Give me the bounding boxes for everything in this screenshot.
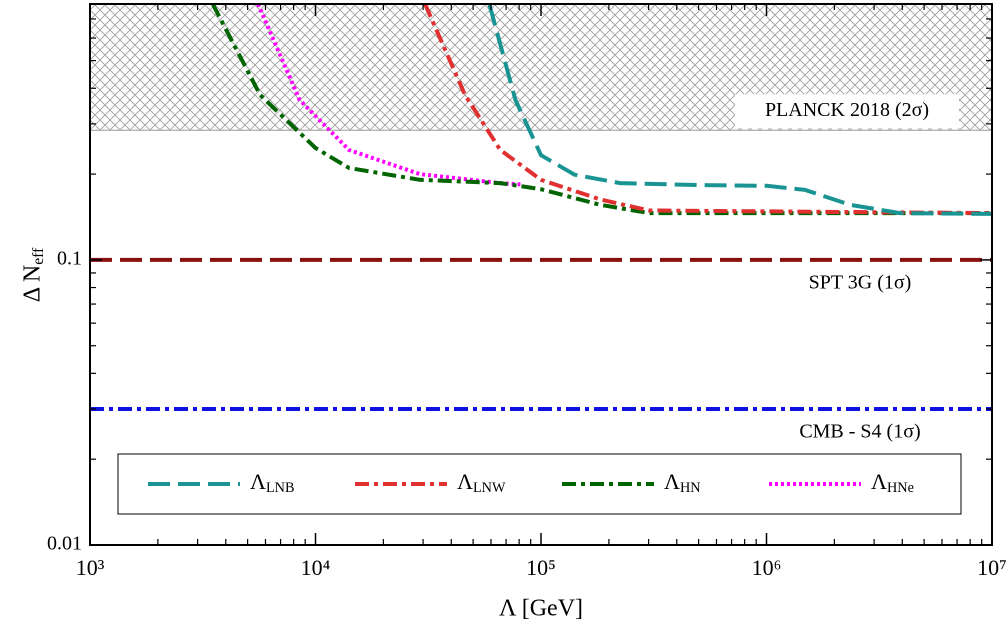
bound-label: CMB - S4 (1σ)	[799, 421, 920, 443]
x-axis-label: Λ [GeV]	[499, 596, 583, 622]
x-tick-label: 10³	[76, 555, 105, 580]
axes: 10³ 10⁴ 10⁵ 10⁶ 10⁷ 0.01 0.1	[47, 4, 1007, 580]
legend	[117, 453, 962, 515]
plot-area	[90, 4, 992, 411]
series-line	[210, 4, 992, 216]
legend-label: ΛHN	[664, 469, 701, 496]
label-box	[735, 94, 959, 129]
bound-label: PLANCK 2018 (2σ)	[765, 99, 929, 121]
y-tick-label: 0.1	[57, 248, 82, 270]
y-tick-label: 0.01	[47, 533, 82, 555]
series-line	[487, 4, 992, 216]
series-line	[256, 4, 521, 187]
y-axis-label: Δ Neff	[20, 247, 47, 302]
x-tick-label: 10⁴	[301, 555, 331, 580]
x-tick-label: 10⁶	[752, 555, 782, 580]
x-tick-label: 10⁷	[977, 555, 1007, 580]
plot-frame	[89, 3, 993, 546]
bound-label: SPT 3G (1σ)	[809, 272, 912, 294]
x-tick-label: 10⁵	[526, 555, 556, 580]
series-line	[423, 4, 992, 216]
